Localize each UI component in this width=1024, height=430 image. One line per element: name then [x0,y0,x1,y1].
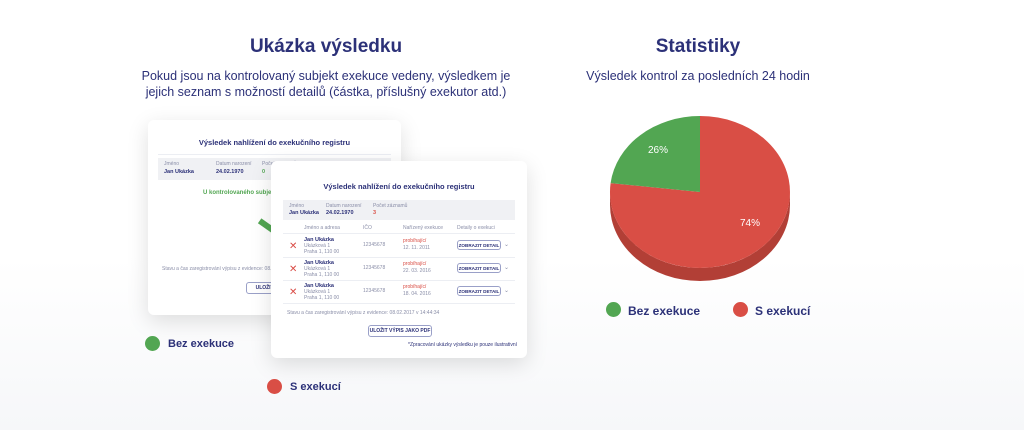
left-legend-s: S exekucí [290,381,341,393]
red-x-icon: ✕ [289,287,298,298]
front-save-pdf-button[interactable]: ULOŽIT VÝPIS JAKO PDF [368,325,432,337]
chevron-down-icon[interactable]: ⌄ [504,242,510,248]
left-subtitle-line1: Pokud jsou na kontrolovaný subjekt exeku… [141,69,511,83]
red-x-icon: ✕ [289,264,298,275]
chevron-down-icon[interactable]: ⌄ [504,265,510,271]
pie-chart: 26% 74% [609,116,790,281]
front-card-footer: Stavu a čas zaregistrování výpisu z evid… [287,310,440,316]
back-card-title: Výsledek nahlížení do exekučního registr… [198,138,351,147]
legend-green-dot [145,336,160,351]
right-subtitle: Výsledek kontrol za posledních 24 hodin [586,69,810,83]
th-detail: Detaily o exekuci [457,225,495,231]
front-card-summary: Jméno Datum narození Počet záznamů Jan U… [283,200,515,220]
chevron-down-icon[interactable]: ⌄ [504,288,510,294]
right-legend-s: S exekucí [755,304,811,318]
pie-side [610,192,790,281]
pie-slice-s-exekuci [609,116,790,268]
right-legend-bez: Bez exekuce [628,304,701,318]
detail-button[interactable]: ZOBRAZIT DETAIL [457,263,501,273]
left-title: Ukázka výsledku [249,36,403,57]
pie-slice-bez-exekuce [610,116,700,192]
left-legend-bez: Bez exekuce [168,338,235,350]
detail-button[interactable]: ZOBRAZIT DETAIL [457,286,501,296]
th-status: Nařízený exekuce [403,225,444,231]
th-ico: IČO [363,225,372,231]
red-x-icon: ✕ [289,241,298,252]
legend-red-dot [267,379,282,394]
pie-label-red: 74% [740,218,760,229]
detail-button[interactable]: ZOBRAZIT DETAIL [457,240,501,250]
front-result-card: Výsledek nahlížení do exekučního registr… [271,161,527,358]
left-subtitle-line2: jejich seznam s možností detailů (částka… [145,85,507,99]
legend-green-dot [606,302,621,317]
th-name: Jméno a adresa [304,225,340,231]
pie-label-green: 26% [648,145,668,156]
right-title: Statistiky [655,36,741,57]
legend-red-dot [733,302,748,317]
back-card-footer: Stavu a čas zaregistrování výpisu z evid… [162,266,315,272]
front-card-title: Výsledek nahlížení do exekučního registr… [323,182,475,191]
front-card-note: *Zpracování ukázky výsledku je pouze ilu… [408,342,517,348]
